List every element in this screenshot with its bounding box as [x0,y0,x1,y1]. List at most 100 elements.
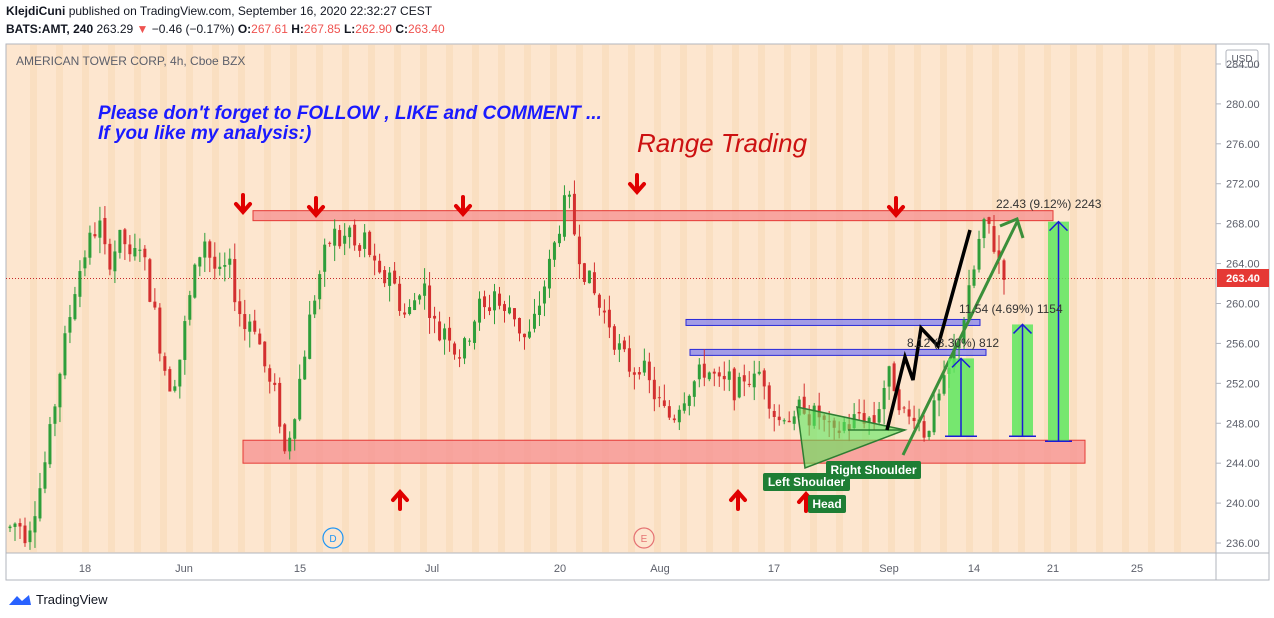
publish-info: KlejdiCuni published on TradingView.com,… [6,4,432,18]
candle-body [313,300,317,315]
last-price-text: 263.40 [1226,273,1260,285]
candle-body [473,321,477,343]
candle-body [907,409,911,417]
y-tick-label: 284.00 [1226,59,1260,71]
session-stripe [576,45,583,552]
x-tick-label: Aug [650,563,670,575]
y-tick-label: 236.00 [1226,538,1260,550]
candle-body [498,293,502,306]
candle-body [443,328,447,340]
instrument-label: AMERICAN TOWER CORP, 4h, Cboe BZX [16,54,245,68]
plot-area[interactable] [5,43,1217,554]
candle-body [787,420,791,423]
candle-body [857,411,861,414]
candle-body [403,312,407,315]
currency-badge[interactable] [1225,49,1259,68]
y-tick-label: 280.00 [1226,99,1260,111]
candle-body [937,393,941,401]
down-arrow-icon [454,195,472,218]
candle-body [527,331,531,338]
candle-body [522,333,526,338]
publish-date: published on TradingView.com, September … [68,4,433,18]
candle-body [258,333,262,345]
symbol-label[interactable]: BATS:AMT, 240 [6,22,94,36]
candle-body [28,530,32,543]
candle-body [368,231,372,255]
author-name[interactable]: KlejdiCuni [6,4,66,18]
head-label: Head [812,497,841,511]
price-change: −0.46 (−0.17%) [151,22,235,36]
brand[interactable]: TradingView [8,592,108,607]
candle-body [463,338,467,359]
candle-body [597,294,601,308]
candle-body [278,382,282,427]
candle-body [418,295,422,300]
candle-body [208,241,212,258]
candle-body [248,321,252,332]
session-stripe [654,45,661,552]
candle-body [193,264,197,298]
session-stripe [1018,45,1025,552]
resistance-zone [252,210,1054,222]
candle-body [882,387,886,410]
candle-body [113,251,117,272]
right-shoulder-label-box [826,461,921,479]
candle-body [707,372,711,380]
candle-body [657,397,661,399]
candle-body [68,317,72,333]
session-stripe [160,45,167,552]
candle-body [577,236,581,265]
candle-body [902,407,906,409]
candle-body [607,309,611,328]
candle-body [383,270,387,284]
candle-body [178,359,182,387]
candle-body [438,321,442,341]
session-stripe [56,45,63,552]
time-axis[interactable] [5,552,1217,581]
candle-body [997,250,1001,260]
candle-body [677,409,681,423]
candle-body [922,421,926,438]
candle-body [328,242,332,244]
session-stripe [212,45,219,552]
session-stripe [550,45,557,552]
dividend-marker-circle [322,527,344,549]
candle-body [642,360,646,373]
candle-body [293,419,297,439]
candle-body [308,314,312,359]
left-shoulder-label: Left Shoulder [768,475,846,489]
candle-body [93,234,97,237]
candle-body [453,343,457,355]
ohlc-bar: BATS:AMT, 240 263.29 ▼ −0.46 (−0.17%) O:… [6,22,445,36]
candle-body [737,376,741,398]
x-tick-label: Jun [175,563,193,575]
candle-body [458,357,462,359]
candle-body [587,270,591,284]
candle-body [318,274,322,300]
session-stripe [394,45,401,552]
candle-body [88,232,92,258]
candle-body [667,406,671,418]
candle-body [507,307,511,314]
candle-body [413,300,417,311]
candle-body [493,291,497,311]
candle-body [268,368,272,382]
candle-body [13,523,17,527]
measure-mid-label: 11.54 (4.69%) 1154 [959,302,1063,316]
session-stripe [82,45,89,552]
session-stripe [1070,45,1077,552]
candle-body [38,488,42,519]
measure-large-head [1048,220,1069,232]
candle-body [173,386,177,391]
candle-body [198,257,202,267]
price-axis[interactable] [1215,43,1270,554]
candle-body [692,381,696,397]
brand-name: TradingView [36,592,108,607]
candle-body [33,516,37,533]
close-value: 263.40 [407,22,445,36]
session-stripe [602,45,609,552]
candle-body [562,195,566,237]
candle-body [503,304,507,311]
session-stripe [264,45,271,552]
